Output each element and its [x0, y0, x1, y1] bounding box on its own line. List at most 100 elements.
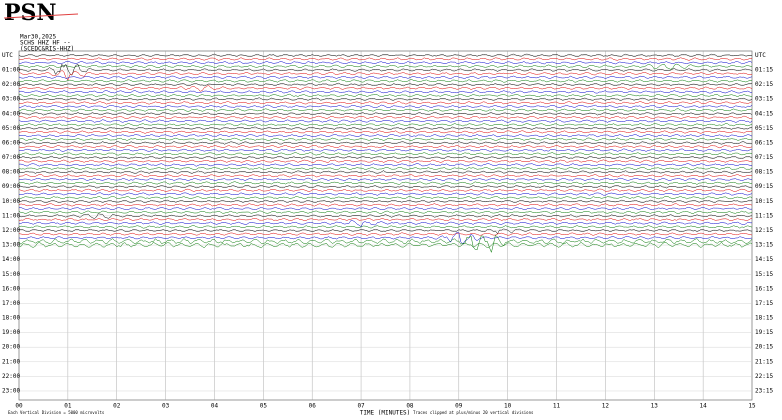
right-label: 11:15: [755, 212, 773, 219]
trace: [18, 210, 753, 215]
right-label: 04:15: [755, 110, 773, 117]
trace: [18, 112, 753, 116]
left-label: 01:00: [2, 66, 20, 73]
header-line: Mar30,2025: [20, 34, 57, 41]
right-label: 01:15: [755, 66, 773, 73]
left-label: 03:00: [2, 96, 20, 103]
x-tick-label: 13: [651, 403, 659, 410]
left-label: 10:00: [2, 198, 20, 205]
trace: [18, 134, 753, 138]
left-label: 23:00: [2, 387, 20, 394]
trace: [18, 104, 753, 109]
right-label: 15:15: [755, 271, 773, 278]
left-label: 11:00: [2, 212, 20, 219]
trace: [18, 115, 753, 119]
trace: [18, 144, 753, 149]
trace: [18, 241, 753, 249]
trace: [18, 126, 753, 131]
right-label: 12:15: [755, 227, 773, 234]
trace: [18, 123, 753, 127]
trace: [18, 57, 752, 61]
x-tick-label: 05: [260, 403, 268, 410]
x-tick-label: 12: [602, 403, 610, 410]
right-label: 05:15: [755, 125, 773, 132]
trace: [18, 232, 753, 245]
left-label: 15:00: [2, 271, 20, 278]
trace: [18, 192, 753, 196]
trace: [18, 166, 753, 171]
trace: [18, 82, 753, 87]
left-label: 04:00: [2, 110, 20, 117]
left-label: 02:00: [2, 81, 20, 88]
right-label: 02:15: [755, 81, 773, 88]
x-tick-label: 06: [309, 403, 317, 410]
trace: [18, 63, 753, 76]
trace: [18, 137, 753, 141]
trace: [19, 163, 753, 167]
left-label: 08:00: [2, 169, 20, 176]
x-tick-label: 09: [455, 403, 463, 410]
x-tick-label: 02: [113, 403, 121, 410]
footer-note: Each Vertical Division = 5000 microvolts: [8, 410, 105, 415]
trace: [18, 199, 753, 203]
x-tick-label: 15: [748, 403, 756, 410]
x-tick-label: 11: [553, 403, 561, 410]
footer-note: Traces clipped at plus/minus 20 vertical…: [413, 410, 534, 415]
right-label: 18:15: [755, 315, 773, 322]
trace: [18, 228, 753, 235]
left-label: 13:00: [2, 242, 20, 249]
right-label: 13:15: [755, 242, 773, 249]
trace: [18, 159, 753, 163]
trace: [18, 97, 753, 101]
left-label: 16:00: [2, 285, 20, 292]
trace: [18, 141, 752, 145]
x-tick-label: 14: [700, 403, 708, 410]
left-label: 12:00: [2, 227, 20, 234]
trace: [18, 174, 753, 178]
x-tick-label: 08: [406, 403, 414, 410]
right-label: 08:15: [755, 169, 773, 176]
trace: [19, 207, 753, 211]
right-label: 20:15: [755, 344, 773, 351]
right-label: 17:15: [755, 300, 773, 307]
trace: [19, 181, 753, 185]
trace: [18, 177, 753, 182]
left-label: UTC: [2, 52, 13, 59]
x-title: TIME (MINUTES): [360, 410, 411, 417]
trace: [18, 84, 753, 92]
right-label: 22:15: [755, 373, 773, 380]
trace: [18, 53, 753, 57]
logo: PSN: [4, 0, 57, 26]
trace: [18, 188, 753, 192]
trace: [18, 130, 753, 134]
trace: [18, 119, 753, 123]
trace: [19, 61, 753, 65]
trace: [18, 203, 753, 207]
trace: [18, 90, 753, 94]
trace: [18, 152, 753, 156]
left-label: 18:00: [2, 315, 20, 322]
trace: [18, 217, 753, 222]
trace: [18, 155, 753, 160]
left-label: 07:00: [2, 154, 20, 161]
trace: [18, 75, 753, 79]
left-label: 09:00: [2, 183, 20, 190]
left-label: 14:00: [2, 256, 20, 263]
right-label: 21:15: [755, 358, 773, 365]
x-tick-label: 00: [15, 403, 23, 410]
left-label: 06:00: [2, 139, 20, 146]
trace: [18, 63, 753, 70]
trace: [18, 234, 753, 254]
right-label: 19:15: [755, 329, 773, 336]
header-line: SCHS HHZ HF --: [20, 40, 71, 47]
trace: [18, 232, 753, 236]
right-label: 07:15: [755, 154, 773, 161]
trace: [18, 101, 753, 105]
header-line: (SCEDC&RIS-HHZ): [20, 46, 74, 53]
left-label: 20:00: [2, 344, 20, 351]
right-label: 14:15: [755, 256, 773, 263]
trace: [18, 79, 753, 83]
left-label: 19:00: [2, 329, 20, 336]
